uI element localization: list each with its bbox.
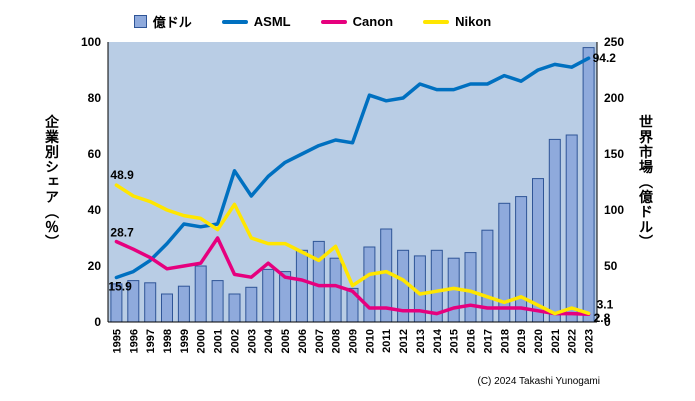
x-tick-2019: 2019	[516, 329, 528, 353]
x-tick-2012: 2012	[398, 329, 410, 353]
bar-1998	[161, 293, 173, 323]
bar-2021	[548, 138, 561, 323]
left-tick-80: 80	[88, 91, 102, 105]
bar-2023	[582, 47, 595, 323]
bar-2007	[312, 240, 325, 323]
annotation-28.7: 28.7	[110, 226, 134, 240]
left-tick-0: 0	[94, 315, 101, 329]
bar-2003	[245, 286, 258, 323]
legend-swatch-億ドル	[133, 15, 147, 28]
line-Nikon	[114, 183, 591, 316]
x-tick-2018: 2018	[499, 329, 511, 353]
bar-1999	[177, 285, 190, 323]
bar-2016	[464, 252, 477, 323]
left-tick-60: 60	[88, 147, 102, 161]
x-tick-2020: 2020	[533, 329, 545, 353]
annotation-2.8: 2.8	[594, 311, 611, 325]
x-tick-2011: 2011	[381, 329, 393, 353]
x-tick-2014: 2014	[432, 328, 444, 353]
x-tick-2008: 2008	[331, 329, 343, 353]
left-tick-40: 40	[88, 203, 102, 217]
legend-label: Nikon	[455, 14, 492, 29]
right-tick-100: 100	[604, 203, 624, 217]
x-tick-2016: 2016	[466, 329, 478, 353]
legend: 億ドル ASML Canon Nikon	[0, 12, 625, 31]
legend-label: Canon	[352, 14, 394, 29]
bar-2008	[329, 257, 342, 323]
legend-label: 億ドル	[152, 15, 192, 30]
x-tick-2013: 2013	[415, 329, 427, 353]
bar-2022	[565, 134, 578, 323]
x-tick-2010: 2010	[364, 329, 376, 353]
line-ASML	[114, 56, 591, 280]
bar-2000	[194, 265, 207, 323]
line-Canon	[114, 236, 591, 316]
x-tick-2003: 2003	[246, 329, 258, 353]
annotation-94.2: 94.2	[593, 51, 617, 65]
bar-1997	[144, 282, 157, 323]
right-tick-150: 150	[604, 147, 624, 161]
left-tick-20: 20	[88, 259, 102, 273]
x-tick-2004: 2004	[263, 328, 275, 353]
bar-2019	[515, 196, 528, 323]
legend-item-Nikon: Nikon	[423, 14, 491, 29]
x-tick-2005: 2005	[280, 329, 292, 353]
x-tick-2015: 2015	[449, 329, 461, 353]
right-axis-title: 世界市場（億ドル）	[638, 114, 654, 250]
x-tick-1997: 1997	[145, 329, 157, 353]
x-tick-2001: 2001	[213, 329, 225, 353]
x-tick-2022: 2022	[567, 329, 579, 353]
annotation-15.9: 15.9	[108, 280, 132, 294]
right-tick-50: 50	[604, 259, 618, 273]
x-tick-2000: 2000	[196, 329, 208, 353]
legend-item-ASML: ASML	[221, 14, 291, 29]
copyright-text: (C) 2024 Takashi Yunogami	[477, 376, 601, 387]
legend-swatch-Canon	[320, 19, 347, 24]
x-tick-2006: 2006	[297, 329, 309, 353]
bar-2018	[498, 202, 511, 323]
bar-2002	[228, 293, 241, 323]
annotation-3.1: 3.1	[597, 297, 614, 311]
bar-2004	[262, 268, 275, 323]
annotation-48.9: 48.9	[110, 168, 134, 182]
x-tick-2009: 2009	[348, 329, 360, 353]
legend-item-Canon: Canon	[320, 14, 394, 29]
legend-label: ASML	[253, 14, 291, 29]
right-tick-200: 200	[604, 91, 624, 105]
x-tick-1995: 1995	[111, 329, 123, 353]
bar-2006	[295, 249, 308, 323]
right-tick-0: 0	[604, 315, 611, 329]
left-tick-100: 100	[81, 35, 101, 49]
x-tick-1999: 1999	[179, 329, 191, 353]
right-tick-250: 250	[604, 35, 624, 49]
legend-item-億ドル: 億ドル	[133, 12, 192, 31]
x-tick-2021: 2021	[550, 329, 562, 353]
x-tick-2023: 2023	[584, 329, 596, 353]
x-tick-1998: 1998	[162, 329, 174, 353]
x-tick-2017: 2017	[482, 329, 494, 353]
bar-2020	[532, 178, 544, 323]
left-axis-title: 企業別シェア（％）	[44, 114, 60, 250]
x-tick-2007: 2007	[314, 329, 326, 353]
legend-swatch-Nikon	[423, 19, 450, 24]
bar-2010	[363, 246, 376, 323]
bar-2001	[211, 280, 224, 323]
x-tick-2002: 2002	[229, 329, 241, 353]
x-tick-1996: 1996	[128, 329, 140, 353]
legend-swatch-ASML	[221, 19, 248, 24]
